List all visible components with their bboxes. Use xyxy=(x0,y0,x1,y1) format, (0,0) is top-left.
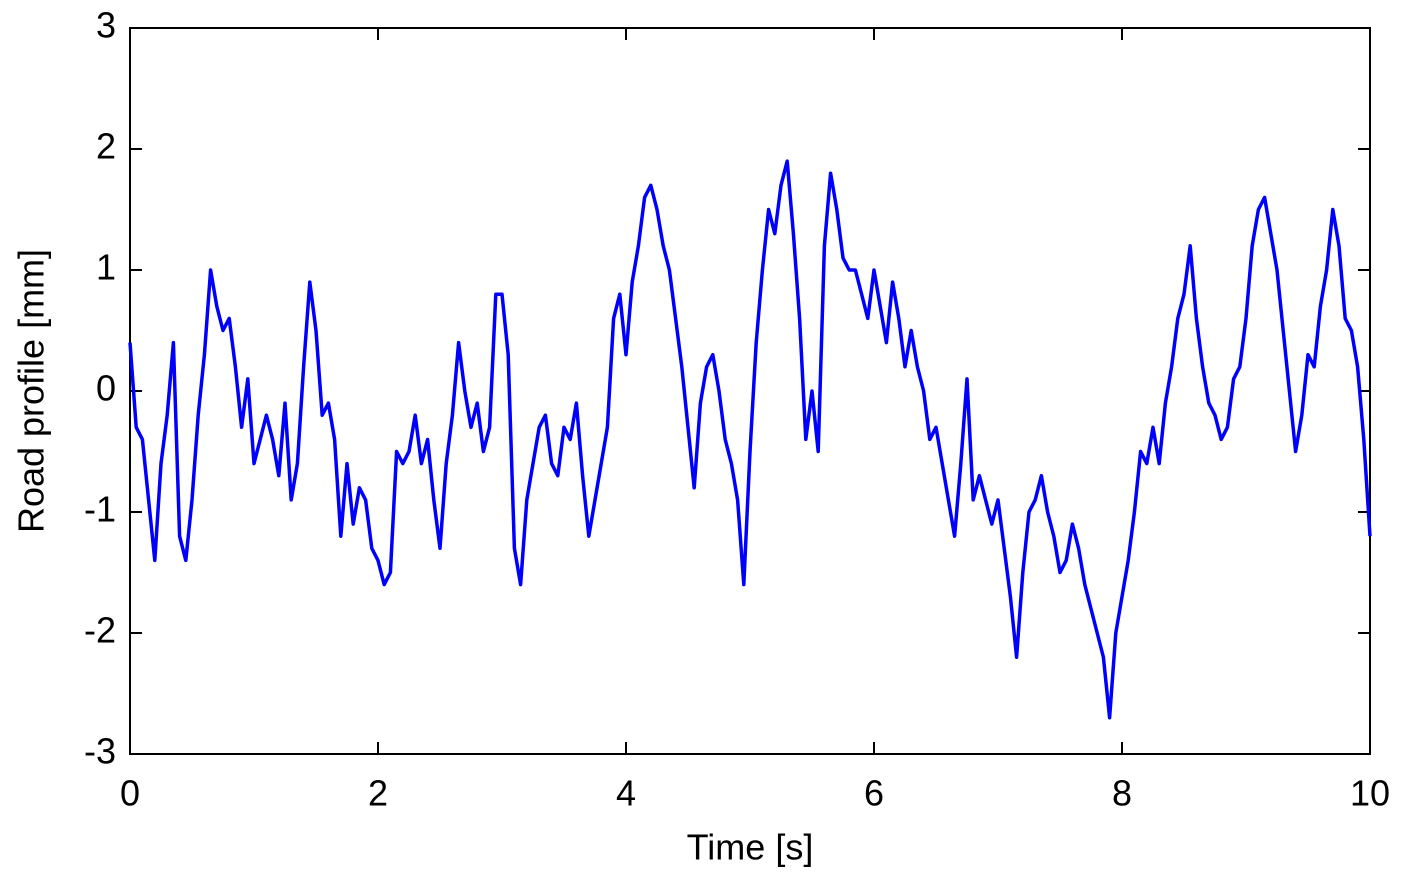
y-axis-label: Road profile [mm] xyxy=(11,249,52,533)
x-tick-label: 0 xyxy=(120,773,140,814)
y-tick-label: 3 xyxy=(96,5,116,46)
x-tick-label: 8 xyxy=(1112,773,1132,814)
line xyxy=(128,159,1372,720)
y-tick-label: -1 xyxy=(84,489,116,530)
x-tick-label: 2 xyxy=(368,773,388,814)
plot-frame xyxy=(129,27,1371,755)
x-tick-label: 10 xyxy=(1350,773,1390,814)
y-tick-label: 1 xyxy=(96,247,116,288)
y-tick-label: 0 xyxy=(96,368,116,409)
x-axis-label: Time [s] xyxy=(687,827,814,868)
y-tick-label: -2 xyxy=(84,610,116,651)
x-tick-label: 6 xyxy=(864,773,884,814)
x-tick-label: 4 xyxy=(616,773,636,814)
y-tick-label: -3 xyxy=(84,731,116,772)
y-tick-label: 2 xyxy=(96,126,116,167)
